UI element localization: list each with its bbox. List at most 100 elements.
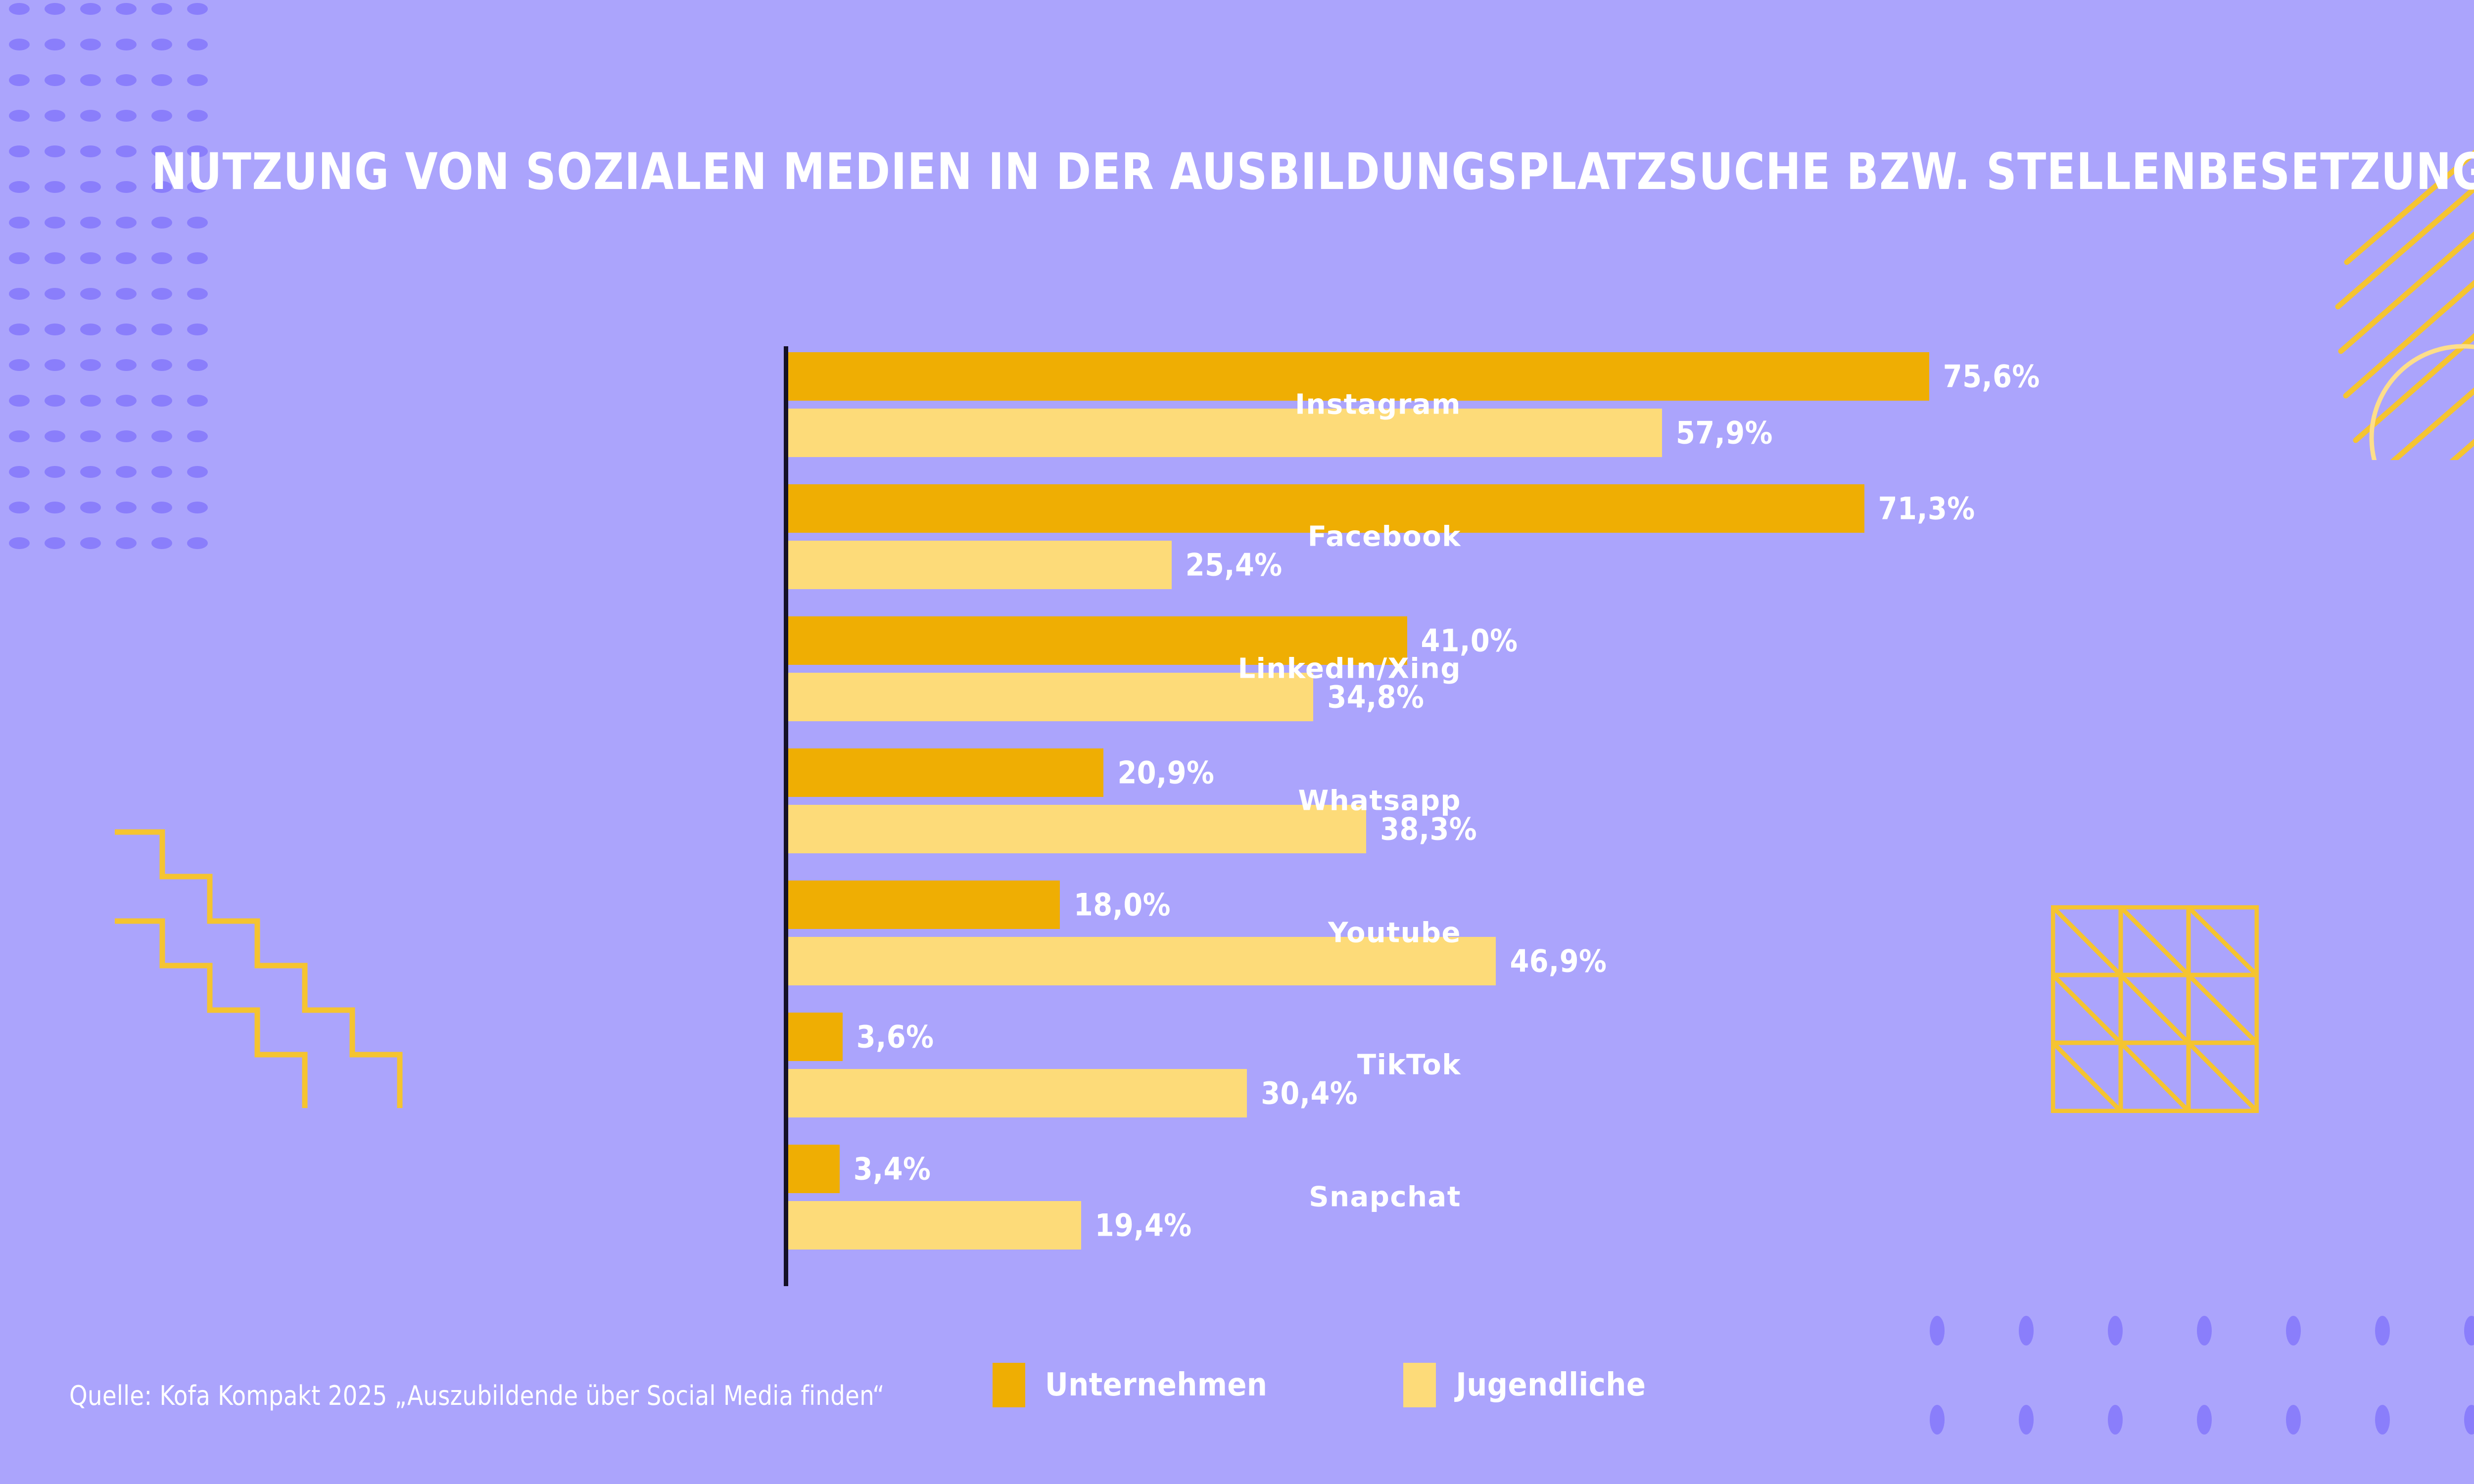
dot bbox=[45, 39, 65, 50]
dot bbox=[45, 74, 65, 86]
bar-jugendliche-linkedin-xing[interactable] bbox=[788, 673, 1314, 721]
dot bbox=[1930, 1316, 1945, 1345]
dot bbox=[187, 110, 208, 122]
bar-unternehmen-facebook[interactable] bbox=[788, 484, 1864, 533]
bar-jugendliche-tiktok[interactable] bbox=[788, 1069, 1247, 1117]
dot bbox=[2197, 1316, 2212, 1345]
dot bbox=[45, 181, 65, 193]
category-label-youtube: Youtube bbox=[1328, 917, 1461, 949]
dot bbox=[80, 359, 101, 371]
bar-unternehmen-linkedin-xing[interactable] bbox=[788, 616, 1407, 665]
dot bbox=[9, 181, 30, 193]
dot bbox=[9, 537, 30, 549]
bar-jugendliche-instagram[interactable] bbox=[788, 409, 1662, 457]
dot bbox=[151, 288, 172, 300]
bar-value-label: 18,0% bbox=[1074, 886, 1171, 923]
dot bbox=[45, 430, 65, 442]
dot bbox=[151, 430, 172, 442]
dot bbox=[116, 110, 137, 122]
dot bbox=[1930, 1405, 1945, 1435]
legend-item-jugendliche[interactable]: Jugendliche bbox=[1403, 1363, 1646, 1407]
dot bbox=[151, 359, 172, 371]
dot bbox=[151, 252, 172, 264]
bar-unternehmen-youtube[interactable] bbox=[788, 881, 1060, 929]
dot bbox=[45, 466, 65, 478]
bar-value-label: 57,9% bbox=[1675, 415, 1773, 451]
category-label-snapchat: Snapchat bbox=[1309, 1181, 1461, 1213]
dot bbox=[2286, 1316, 2301, 1345]
dot bbox=[45, 288, 65, 300]
dot bbox=[151, 74, 172, 86]
dot bbox=[116, 3, 137, 15]
dot bbox=[45, 217, 65, 229]
bar-value-label: 20,9% bbox=[1117, 754, 1215, 791]
bar-jugendliche-whatsapp[interactable] bbox=[788, 805, 1367, 853]
page-title: NUTZUNG VON SOZIALEN MEDIEN IN DER AUSBI… bbox=[151, 142, 2474, 202]
dot bbox=[80, 288, 101, 300]
dot-grid-top-left-decoration bbox=[0, 0, 213, 574]
dot bbox=[116, 359, 137, 371]
bar-unternehmen-tiktok[interactable] bbox=[788, 1013, 843, 1061]
dot bbox=[45, 324, 65, 335]
dot bbox=[9, 502, 30, 513]
dot bbox=[187, 3, 208, 15]
dot bbox=[80, 39, 101, 50]
bar-row: 30,4% bbox=[788, 1069, 2273, 1117]
dot bbox=[9, 217, 30, 229]
dot bbox=[116, 430, 137, 442]
dot bbox=[151, 39, 172, 50]
dot bbox=[45, 395, 65, 407]
staircase-svg bbox=[115, 829, 403, 1108]
dot bbox=[187, 502, 208, 513]
dot bbox=[187, 217, 208, 229]
dot bbox=[9, 359, 30, 371]
dot bbox=[2108, 1316, 2123, 1345]
dot bbox=[45, 110, 65, 122]
dot bbox=[116, 39, 137, 50]
dot bbox=[80, 3, 101, 15]
bar-jugendliche-snapchat[interactable] bbox=[788, 1201, 1081, 1250]
dot bbox=[80, 252, 101, 264]
dot bbox=[116, 466, 137, 478]
dot bbox=[2375, 1316, 2390, 1345]
dot bbox=[187, 288, 208, 300]
dot bbox=[45, 537, 65, 549]
bar-row: 20,9% bbox=[788, 748, 2273, 797]
bar-row: 38,3% bbox=[788, 805, 2273, 853]
dot bbox=[151, 217, 172, 229]
dot bbox=[45, 145, 65, 157]
bar-unternehmen-snapchat[interactable] bbox=[788, 1145, 840, 1193]
legend-item-unternehmen[interactable]: Unternehmen bbox=[993, 1363, 1267, 1407]
bar-row: 3,4% bbox=[788, 1145, 2273, 1193]
bar-chart: 75,6% 57,9% 71,3% 25,4% 41,0% 34,8% 20,9% 38,3%… bbox=[784, 346, 2273, 1286]
bar-row: 57,9% bbox=[788, 409, 2273, 457]
bar-jugendliche-youtube[interactable] bbox=[788, 937, 1496, 985]
dot bbox=[187, 430, 208, 442]
dot-grid-bottom-right-decoration bbox=[1930, 1316, 2474, 1459]
dot bbox=[151, 110, 172, 122]
dot bbox=[2019, 1405, 2034, 1435]
dot bbox=[187, 324, 208, 335]
dot bbox=[2108, 1405, 2123, 1435]
bar-unternehmen-whatsapp[interactable] bbox=[788, 748, 1104, 797]
dot bbox=[9, 252, 30, 264]
bar-jugendliche-facebook[interactable] bbox=[788, 541, 1172, 589]
dot bbox=[9, 39, 30, 50]
bar-value-label: 41,0% bbox=[1421, 622, 1518, 659]
dot bbox=[2464, 1316, 2474, 1345]
dot bbox=[187, 466, 208, 478]
legend-swatch-unternehmen bbox=[993, 1363, 1025, 1407]
dot bbox=[116, 324, 137, 335]
legend-label-jugendliche: Jugendliche bbox=[1456, 1367, 1646, 1403]
dot bbox=[187, 537, 208, 549]
bar-row: 46,9% bbox=[788, 937, 2273, 985]
category-label-whatsapp: Whatsapp bbox=[1298, 785, 1461, 817]
dot bbox=[80, 110, 101, 122]
bar-row: 18,0% bbox=[788, 881, 2273, 929]
bar-value-label: 71,3% bbox=[1878, 490, 1975, 527]
bar-row: 41,0% bbox=[788, 616, 2273, 665]
dot bbox=[80, 430, 101, 442]
bar-unternehmen-instagram[interactable] bbox=[788, 352, 1929, 401]
dot bbox=[9, 288, 30, 300]
dot bbox=[116, 252, 137, 264]
